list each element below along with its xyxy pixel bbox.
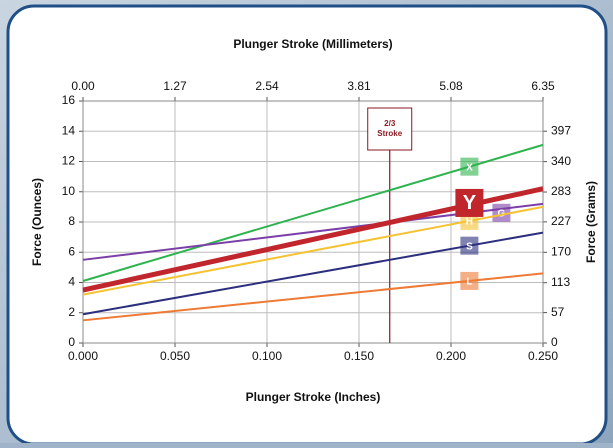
x-tick-label: 0.050 xyxy=(160,349,190,363)
y-tick-label: 4 xyxy=(68,275,75,289)
y2-tick-label: 170 xyxy=(551,244,571,258)
series-label-box xyxy=(460,236,479,255)
legend-label: X xyxy=(466,162,473,173)
panel xyxy=(6,4,608,446)
x-tick-label: 0.000 xyxy=(68,349,98,363)
x2-tick-label: 5.08 xyxy=(439,79,463,93)
x2-tick-label: 6.35 xyxy=(531,79,555,93)
x-tick-label: 0.200 xyxy=(436,349,466,363)
x2-tick-label: 2.54 xyxy=(255,79,279,93)
y2-tick-label: 57 xyxy=(551,305,565,319)
series-label-box xyxy=(455,188,484,217)
y-tick-label: 0 xyxy=(68,335,75,349)
y-tick-label: 14 xyxy=(62,123,76,137)
x-tick-label: 0.250 xyxy=(528,349,558,363)
x-tick-label: 0.150 xyxy=(344,349,374,363)
annotation-box xyxy=(367,107,413,151)
series-label-box xyxy=(460,271,479,290)
annotation-text: 2/3 xyxy=(384,119,396,128)
y-axis-title: Force (Ounces) xyxy=(30,178,44,266)
y-tick-label: 12 xyxy=(62,154,76,168)
x2-tick-label: 3.81 xyxy=(347,79,371,93)
y2-axis-title: Force (Grams) xyxy=(584,181,598,263)
y-tick-label: 6 xyxy=(68,244,75,258)
y2-tick-label: 397 xyxy=(551,123,571,137)
y-tick-label: 2 xyxy=(68,305,75,319)
series-label-box xyxy=(492,203,511,222)
top-axis-title: Plunger Stroke (Millimeters) xyxy=(233,37,392,51)
y-tick-label: 8 xyxy=(68,214,75,228)
annotation-text: Stroke xyxy=(377,129,402,138)
plot-frame xyxy=(82,100,544,344)
legend-label: H xyxy=(466,217,473,228)
series-label-box xyxy=(460,157,479,176)
y2-tick-label: 283 xyxy=(551,184,571,198)
y2-tick-label: 0 xyxy=(551,335,558,349)
legend-label: L xyxy=(466,277,472,288)
y2-tick-label: 340 xyxy=(551,154,571,168)
legend-label: Y xyxy=(463,192,477,214)
legend-label: S xyxy=(466,241,473,252)
x-axis-title: Plunger Stroke (Inches) xyxy=(246,390,381,404)
x2-tick-label: 1.27 xyxy=(163,79,187,93)
x2-tick-label: 0.00 xyxy=(71,79,95,93)
x-tick-label: 0.100 xyxy=(252,349,282,363)
y2-tick-label: 227 xyxy=(551,214,571,228)
y2-tick-label: 113 xyxy=(551,275,570,289)
y-tick-label: 16 xyxy=(62,93,76,107)
y-tick-label: 10 xyxy=(62,184,76,198)
